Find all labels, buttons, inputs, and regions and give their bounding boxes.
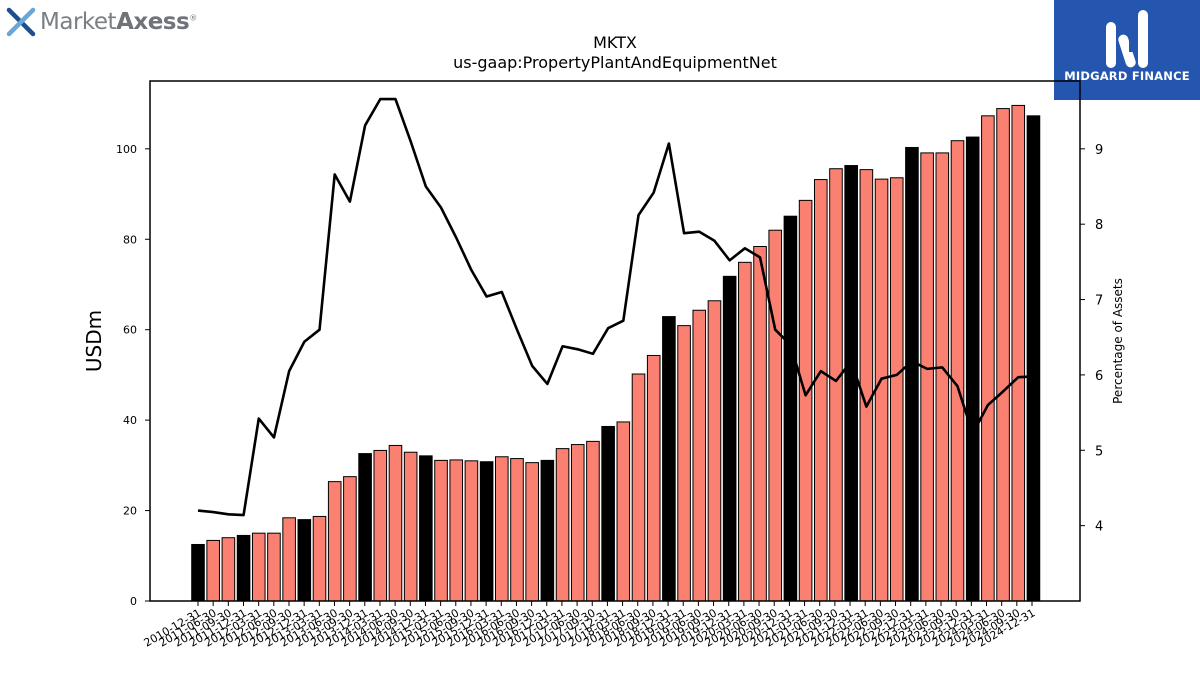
- bar-2011-03-31: [206, 539, 220, 602]
- bar-2021-12-31: [859, 169, 874, 602]
- marketaxess-wordmark: MarketAxess®: [40, 9, 197, 35]
- bar-2018-09-30: [662, 316, 676, 602]
- bar-2013-06-30: [343, 476, 357, 602]
- midgard-m-icon: [1106, 10, 1148, 68]
- bar-2016-06-30: [525, 462, 539, 602]
- y-tick-label: 100: [116, 143, 137, 156]
- bar-series: [191, 104, 1041, 602]
- bar-2020-06-30: [768, 229, 783, 602]
- y-tick-label: 40: [123, 414, 137, 427]
- bar-2015-03-31: [449, 459, 464, 602]
- y-tick-label: 20: [123, 505, 137, 518]
- bar-2019-06-30: [707, 300, 722, 602]
- bar-2017-09-30: [601, 425, 615, 602]
- bar-2017-03-31: [570, 444, 585, 602]
- marketaxess-x-icon: [6, 7, 36, 37]
- bar-2019-12-31: [738, 261, 752, 602]
- bar-2011-12-31: [251, 532, 266, 602]
- bar-2012-06-30: [282, 517, 296, 602]
- midgard-brand-text: MIDGARD FINANCE: [1064, 69, 1190, 83]
- bar-2014-09-30: [419, 455, 433, 602]
- bar-2024-09-30: [1026, 115, 1041, 602]
- bar-2016-03-31: [510, 458, 524, 602]
- bar-2010-12-31: [191, 543, 205, 602]
- bar-2020-12-31: [798, 199, 813, 602]
- bar-2012-03-31: [267, 532, 281, 602]
- bar-2023-09-30: [965, 136, 980, 602]
- marketaxess-logo: MarketAxess®: [6, 4, 197, 40]
- y2-tick-label: 6: [1095, 369, 1103, 384]
- bar-2013-12-31: [373, 449, 388, 602]
- bar-2021-06-30: [829, 168, 843, 602]
- bar-2020-03-31: [753, 246, 767, 602]
- y2-tick-label: 9: [1095, 143, 1103, 158]
- y-axis-ticks: 0 20 40 60 80 100: [116, 143, 150, 608]
- bar-2018-06-30: [646, 354, 661, 602]
- bar-2020-09-30: [783, 215, 798, 602]
- bar-2015-09-30: [479, 461, 494, 602]
- bar-2015-06-30: [464, 460, 479, 602]
- y2-tick-label: 5: [1095, 444, 1103, 459]
- chart-title: MKTX: [593, 33, 637, 52]
- bar-2023-12-31: [981, 115, 995, 602]
- bar-2022-06-30: [889, 177, 904, 602]
- bar-2017-06-30: [586, 440, 600, 602]
- bar-2021-09-30: [844, 165, 858, 602]
- bar-2011-09-30: [236, 534, 251, 602]
- bar-2016-12-31: [555, 448, 570, 602]
- bar-2013-03-31: [327, 481, 342, 602]
- y-axis-label: USDm: [82, 310, 106, 372]
- bar-2019-03-31: [692, 309, 707, 602]
- bar-2023-03-31: [935, 152, 950, 602]
- y2-tick-label: 8: [1095, 218, 1103, 233]
- y-tick-label: 60: [123, 324, 137, 337]
- y-tick-label: 0: [130, 595, 137, 608]
- line-series: [197, 97, 1034, 517]
- bar-2022-03-31: [874, 178, 889, 602]
- y2-tick-label: 4: [1095, 520, 1103, 535]
- bar-2011-06-30: [221, 537, 236, 602]
- bar-2013-09-30: [358, 453, 372, 602]
- percentage-of-assets-line: [197, 97, 1034, 517]
- bar-2022-12-31: [920, 152, 934, 602]
- y2-axis-ticks: 4 5 6 7 8 9: [1080, 143, 1103, 535]
- y2-axis-label: Percentage of Assets: [1111, 278, 1125, 404]
- bar-2024-03-31: [996, 108, 1010, 602]
- bar-2012-09-30: [297, 519, 312, 602]
- bar-2024-06-30: [1011, 104, 1026, 602]
- midgard-finance-logo: MIDGARD FINANCE: [1054, 0, 1200, 100]
- chart-subtitle: us-gaap:PropertyPlantAndEquipmentNet: [453, 53, 777, 72]
- bar-2015-12-31: [495, 456, 509, 602]
- bar-2018-03-31: [631, 373, 646, 602]
- bar-2014-12-31: [434, 459, 448, 602]
- bar-2022-09-30: [905, 146, 919, 602]
- bar-2016-09-30: [540, 459, 555, 602]
- bar-2014-06-30: [403, 451, 418, 602]
- bar-2023-06-30: [950, 140, 965, 602]
- bar-2017-12-31: [616, 421, 631, 602]
- plot-frame: [149, 80, 1081, 602]
- bar-2021-03-31: [813, 179, 828, 602]
- y2-tick-label: 7: [1095, 294, 1103, 309]
- bar-2014-03-31: [388, 444, 403, 602]
- x-axis-ticks: 2010-12-312011-06-302011-09-302011-12-31…: [142, 601, 1038, 650]
- y-tick-label: 80: [123, 233, 137, 246]
- bar-2019-09-30: [722, 275, 737, 602]
- bar-2018-12-31: [677, 325, 691, 602]
- bar-2012-12-31: [312, 515, 327, 602]
